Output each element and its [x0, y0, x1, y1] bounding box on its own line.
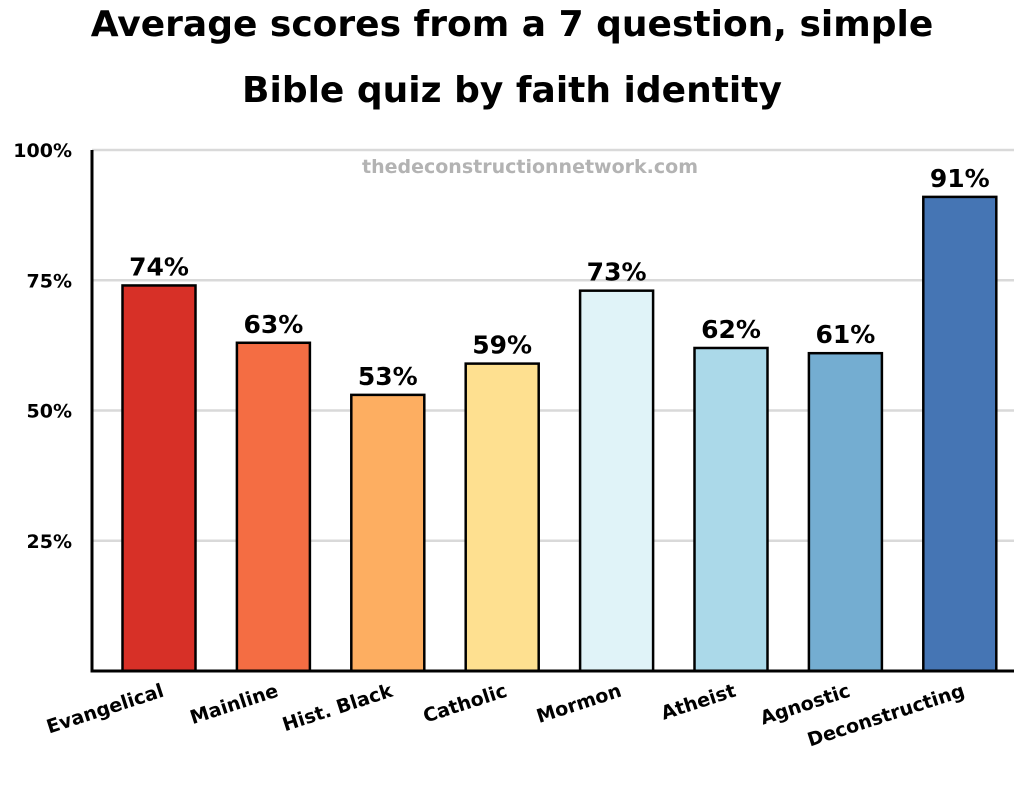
bar-mainline [235, 341, 312, 673]
data-label: 63% [243, 310, 303, 339]
chart-title-line-2: Bible quiz by faith identity [242, 70, 782, 111]
bar-mormon [578, 289, 655, 673]
x-tick-label: Mormon [534, 680, 624, 728]
y-tick-label: 50% [27, 401, 72, 423]
bar-agnostic [807, 351, 884, 673]
bar-hist-black [350, 393, 426, 673]
y-tick-label: 25% [27, 531, 72, 553]
chart-title-line-1: Average scores from a 7 question, simple [91, 4, 934, 45]
y-axis-tick-labels: 25% 50% 75% 100% [13, 140, 72, 553]
data-label: 53% [358, 362, 418, 391]
bars: 74% 63% 53% 59% 73% 62% 61% 91% [121, 164, 998, 673]
data-label: 91% [930, 164, 990, 193]
x-tick-label: Atheist [658, 680, 738, 725]
data-label: 62% [701, 315, 761, 344]
watermark-text: thedeconstructionnetwork.com [362, 156, 698, 178]
axes [90, 150, 1014, 673]
y-tick-label: 100% [13, 140, 72, 162]
bar-deconstructing [922, 195, 998, 673]
x-tick-label: Mainline [187, 680, 281, 729]
data-label: 73% [587, 258, 647, 287]
x-tick-label: Catholic [420, 680, 509, 728]
x-tick-label: Hist. Black [280, 680, 396, 736]
data-label: 61% [815, 320, 875, 349]
bar-evangelical [121, 284, 197, 673]
data-label: 59% [472, 331, 532, 360]
bar-atheist [693, 346, 769, 673]
y-tick-label: 75% [27, 270, 72, 292]
data-label: 74% [129, 252, 189, 281]
x-tick-label: Evangelical [44, 680, 167, 739]
bar-catholic [464, 362, 540, 673]
